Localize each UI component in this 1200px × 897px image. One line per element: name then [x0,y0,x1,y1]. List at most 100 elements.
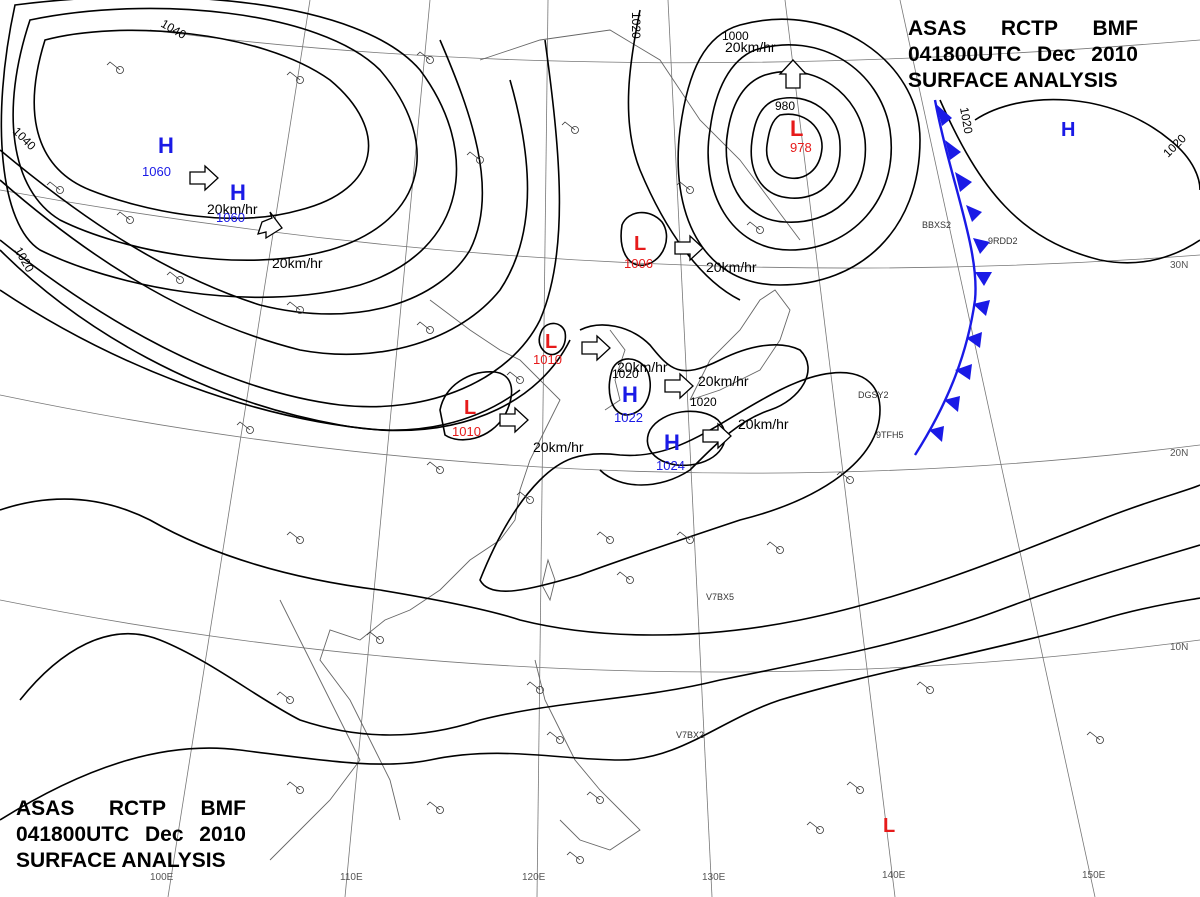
isobar-high-1022 [608,358,652,416]
isobar-label: 1020 [690,395,717,409]
isobar-label: 1020 [629,12,643,39]
station-marker [606,536,614,544]
isobar-labels: 1040 1040 1020 1020 1020 1020 1000 980 1… [10,12,1189,409]
title-year: 2010 [199,823,246,846]
wind-barb [466,151,481,161]
coast-taiwan [541,558,556,602]
ship-code: BBXS2 [922,220,951,230]
wind-barb [166,271,181,281]
isobar-label: 980 [775,99,795,113]
movement-label: 20km/hr [706,259,757,275]
isobar-1020-ne [974,98,1200,191]
wind-barb [286,781,301,791]
isobar-low-north [765,113,823,180]
high-value: 1060 [142,164,171,179]
movement-labels: 20km/hr 20km/hr 20km/hr 20km/hr 20km/hr … [207,39,789,455]
station-marker [926,686,934,694]
station-marker [296,536,304,544]
station-marker [436,806,444,814]
station-marker [56,186,64,194]
pressure-centers: H 1060 H 1060 L 978 H L 1006 L 1010 L 10… [142,116,1075,837]
wind-barb [566,851,581,861]
longitude-label: 140E [882,870,906,881]
arrow-right-icon [189,164,219,192]
wind-barb [276,691,291,701]
isobar-1020-jp [627,9,741,301]
wind-barb [286,301,301,311]
cold-front [913,99,992,456]
title-time: 041800UTC [908,43,1022,66]
isobar-1008 [0,597,1200,821]
wind-barb [676,531,691,541]
wind-barb [506,371,521,381]
coast-korea [604,329,626,411]
title-time: 041800UTC [16,823,130,846]
isobar-low-north [707,44,893,251]
station-marker [426,326,434,334]
isobar-low-north [750,97,841,199]
isobar [12,7,418,262]
longitude-label: 100E [150,872,174,883]
ship-codes: V7BX5 V7BX2 DGSY2 9TFH5 BBXS2 9RDD2 [676,220,1018,740]
station-marker [376,636,384,644]
wind-barb [916,681,931,691]
coastlines [269,29,801,861]
high-value: 1024 [656,458,685,473]
isobar-low-1006 [620,211,668,266]
title-product: SURFACE ANALYSIS [16,849,226,872]
isobar [0,39,484,315]
station-marker [246,426,254,434]
meridian [784,0,896,897]
meridian [899,0,1096,897]
station-marker [296,786,304,794]
ship-code: V7BX2 [676,730,704,740]
meridian [344,0,431,897]
coast-indochina [269,599,361,861]
isobar-label: 1020 [612,367,639,381]
wind-barb [116,211,131,221]
longitude-label: 130E [702,872,726,883]
high-symbol: H [158,133,174,158]
wind-barb [806,821,821,831]
low-symbol: L [634,233,646,255]
station-marker [626,576,634,584]
isobar-1012 [0,484,1200,636]
wind-barb [46,181,61,191]
latitude-label: 20N [1170,448,1188,459]
front-pip [944,396,960,412]
title-station: RCTP [1000,17,1059,40]
isobar-1010 [19,544,1200,736]
wind-barb [676,181,691,191]
station-marker [596,796,604,804]
station-marker [556,736,564,744]
station-marker [571,126,579,134]
low-symbol: L [464,397,476,419]
meridian [167,0,311,897]
arrow-right-icon [664,372,694,400]
isobar-1020-mid [579,324,809,486]
longitude-label: 110E [340,872,363,883]
station-marker [846,476,854,484]
wind-barb [106,61,121,71]
coast-russia [479,29,801,241]
wind-barb [236,421,251,431]
arrow-right-icon [499,406,529,434]
title-product: SURFACE ANALYSIS [908,69,1118,92]
station-marker [296,306,304,314]
wind-barb [416,321,431,331]
station-marker [686,536,694,544]
station-marker [126,216,134,224]
movement-label: 20km/hr [725,39,776,55]
station-marker [1096,736,1104,744]
movement-label: 20km/hr [617,359,668,375]
latitude-label: 30N [1170,260,1188,271]
front-pip [975,272,992,286]
isobar [33,29,370,220]
ship-code: 9RDD2 [988,236,1018,246]
parallel-10n [0,599,1200,673]
front-pip [955,172,972,192]
title-block-top-right: ASAS RCTP BMF 041800UTC Dec 2010 SURFACE… [908,16,1138,94]
isobars [0,0,1200,821]
wind-barb [846,781,861,791]
